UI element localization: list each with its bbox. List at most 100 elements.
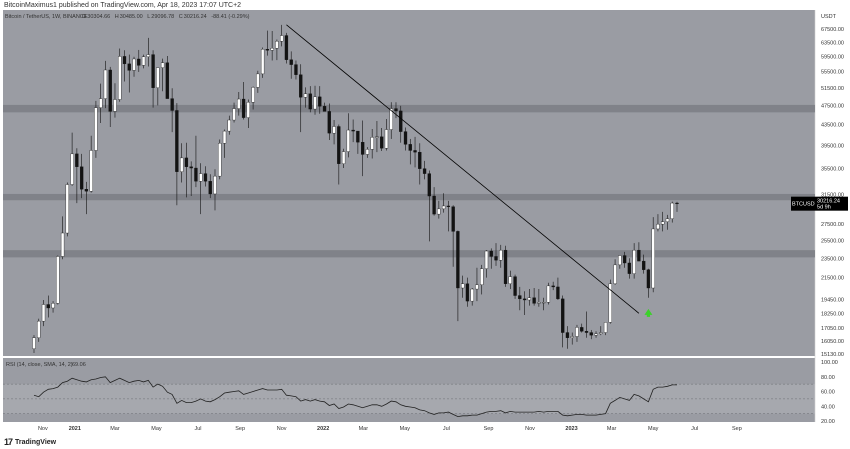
ohlc-low-label: L [147, 14, 150, 20]
candle [665, 214, 670, 230]
candle [570, 332, 574, 345]
footer-brand[interactable]: 17 TradingView [4, 437, 56, 447]
published-text: published on TradingView.com, Apr 18, 20… [58, 2, 242, 9]
candle [313, 85, 317, 115]
author-name[interactable]: BitcoinMaximus1 [4, 2, 57, 9]
candle [480, 264, 484, 295]
candle [484, 250, 489, 278]
time-tick-label: 2022 [317, 426, 329, 432]
rsi-tick-label: 60.00 [821, 390, 835, 396]
candle [599, 326, 603, 336]
tradingview-brand: TradingView [15, 438, 57, 446]
candle [427, 170, 431, 242]
candle [84, 181, 89, 215]
rsi-label: RSI (14, close, SMA, 14, 2) [6, 362, 73, 368]
candle [108, 66, 112, 127]
candle [232, 102, 236, 123]
candle [489, 248, 493, 269]
candle [499, 244, 503, 268]
candle [94, 100, 98, 158]
candle [370, 129, 374, 159]
time-tick-label: May [648, 426, 659, 432]
candle [227, 115, 231, 135]
candle [132, 56, 136, 77]
ohlc-open-label: O [82, 14, 87, 20]
price-tick-label: 39500.00 [821, 143, 844, 149]
descending-trendline[interactable] [286, 24, 640, 314]
candle [618, 255, 622, 269]
candle [99, 83, 103, 123]
candle [522, 291, 527, 316]
candle [41, 299, 46, 327]
candle [470, 287, 474, 306]
candle [546, 282, 551, 305]
candle [375, 121, 379, 153]
candle [341, 148, 346, 169]
candle [575, 324, 579, 342]
price-tag-price: 30216.24 [817, 199, 840, 205]
candle [103, 60, 108, 109]
price-tick-label: 67500.00 [821, 27, 844, 33]
candle [260, 47, 265, 78]
candle [294, 60, 298, 80]
candle [275, 39, 279, 61]
candle [184, 142, 189, 198]
candle [270, 30, 274, 61]
candle [475, 267, 479, 302]
candle [394, 102, 398, 119]
price-tick-label: 17050.00 [821, 326, 844, 332]
candle [451, 205, 455, 267]
candle [65, 182, 69, 237]
publish-line: BitcoinMaximus1 published on TradingView… [4, 2, 241, 9]
rsi-tick-label: 20.00 [821, 419, 835, 425]
candle [422, 160, 427, 180]
candle [189, 161, 193, 197]
candle [513, 274, 517, 299]
candle [351, 119, 355, 143]
candle [389, 102, 393, 139]
candle [613, 259, 617, 285]
candle [75, 148, 79, 204]
candle [194, 135, 198, 188]
price-tick-label: 23500.00 [821, 256, 844, 262]
candle [303, 87, 308, 108]
price-tag-symbol: BTCUSDT [792, 202, 819, 208]
time-tick-label: Jul [194, 426, 201, 432]
ohlc-high-value: 30485.00 [120, 14, 143, 20]
ohlc-high-label: H [115, 14, 119, 20]
price-tick-label: 63500.00 [821, 40, 844, 46]
candle [199, 163, 203, 215]
rsi-current-value: 69.06 [72, 362, 86, 368]
candle [118, 48, 122, 102]
candle [675, 201, 679, 212]
price-tag-bg [791, 196, 815, 211]
candle [165, 56, 170, 99]
candle [56, 255, 60, 305]
time-tick-label: Jul [691, 426, 698, 432]
candle [175, 103, 179, 206]
candle [670, 201, 674, 223]
candle [218, 139, 222, 180]
candle [170, 88, 174, 133]
candle [661, 211, 665, 232]
candle [280, 24, 284, 47]
candle [241, 81, 246, 120]
rsi-line [33, 376, 677, 418]
time-tick-label: Mar [607, 426, 617, 432]
time-tick-label: Nov [525, 426, 535, 432]
candle [437, 200, 441, 219]
candle [337, 124, 341, 185]
rsi-polyline [33, 376, 677, 418]
candle [461, 275, 465, 298]
candle [160, 58, 165, 92]
candle [289, 51, 293, 79]
candle [156, 67, 160, 106]
candle [384, 119, 389, 151]
candle [413, 136, 417, 168]
candle [651, 217, 655, 293]
candle [632, 243, 636, 279]
candle [432, 187, 436, 216]
candle [180, 143, 184, 183]
time-tick-label: Mar [359, 426, 369, 432]
